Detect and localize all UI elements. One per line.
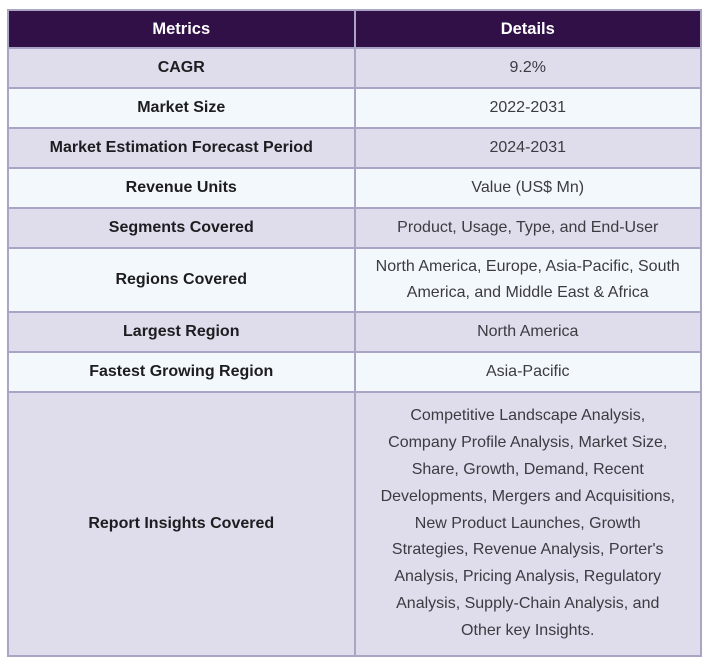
- table-row-regions-covered: Regions Covered North America, Europe, A…: [7, 247, 702, 313]
- column-header-details: Details: [353, 9, 702, 49]
- table-row-revenue-units: Revenue Units Value (US$ Mn): [7, 167, 702, 209]
- metric-cell: Segments Covered: [7, 207, 356, 249]
- table-row-segments-covered: Segments Covered Product, Usage, Type, a…: [7, 207, 702, 249]
- metric-cell: CAGR: [7, 47, 356, 89]
- column-header-metrics: Metrics: [7, 9, 356, 49]
- metric-cell: Revenue Units: [7, 167, 356, 209]
- detail-cell: North America, Europe, Asia-Pacific, Sou…: [353, 247, 702, 313]
- table-row-market-size: Market Size 2022-2031: [7, 87, 702, 129]
- metric-cell: Market Size: [7, 87, 356, 129]
- detail-cell: 2024-2031: [353, 127, 702, 169]
- metrics-details-table: Metrics Details CAGR 9.2% Market Size 20…: [7, 9, 702, 657]
- detail-cell: 9.2%: [353, 47, 702, 89]
- detail-cell: North America: [353, 311, 702, 353]
- detail-cell: 2022-2031: [353, 87, 702, 129]
- detail-cell: Asia-Pacific: [353, 351, 702, 393]
- detail-cell: Product, Usage, Type, and End-User: [353, 207, 702, 249]
- detail-cell: Value (US$ Mn): [353, 167, 702, 209]
- metric-cell: Fastest Growing Region: [7, 351, 356, 393]
- metric-cell: Largest Region: [7, 311, 356, 353]
- metric-cell: Market Estimation Forecast Period: [7, 127, 356, 169]
- metric-cell: Regions Covered: [7, 247, 356, 313]
- table-row-cagr: CAGR 9.2%: [7, 47, 702, 89]
- table-row-forecast-period: Market Estimation Forecast Period 2024-2…: [7, 127, 702, 169]
- table-row-fastest-growing-region: Fastest Growing Region Asia-Pacific: [7, 351, 702, 393]
- metric-cell: Report Insights Covered: [7, 391, 356, 657]
- table-row-largest-region: Largest Region North America: [7, 311, 702, 353]
- detail-cell: Competitive Landscape Analysis, Company …: [353, 391, 702, 657]
- table-header-row: Metrics Details: [7, 9, 702, 49]
- table-row-report-insights: Report Insights Covered Competitive Land…: [7, 391, 702, 657]
